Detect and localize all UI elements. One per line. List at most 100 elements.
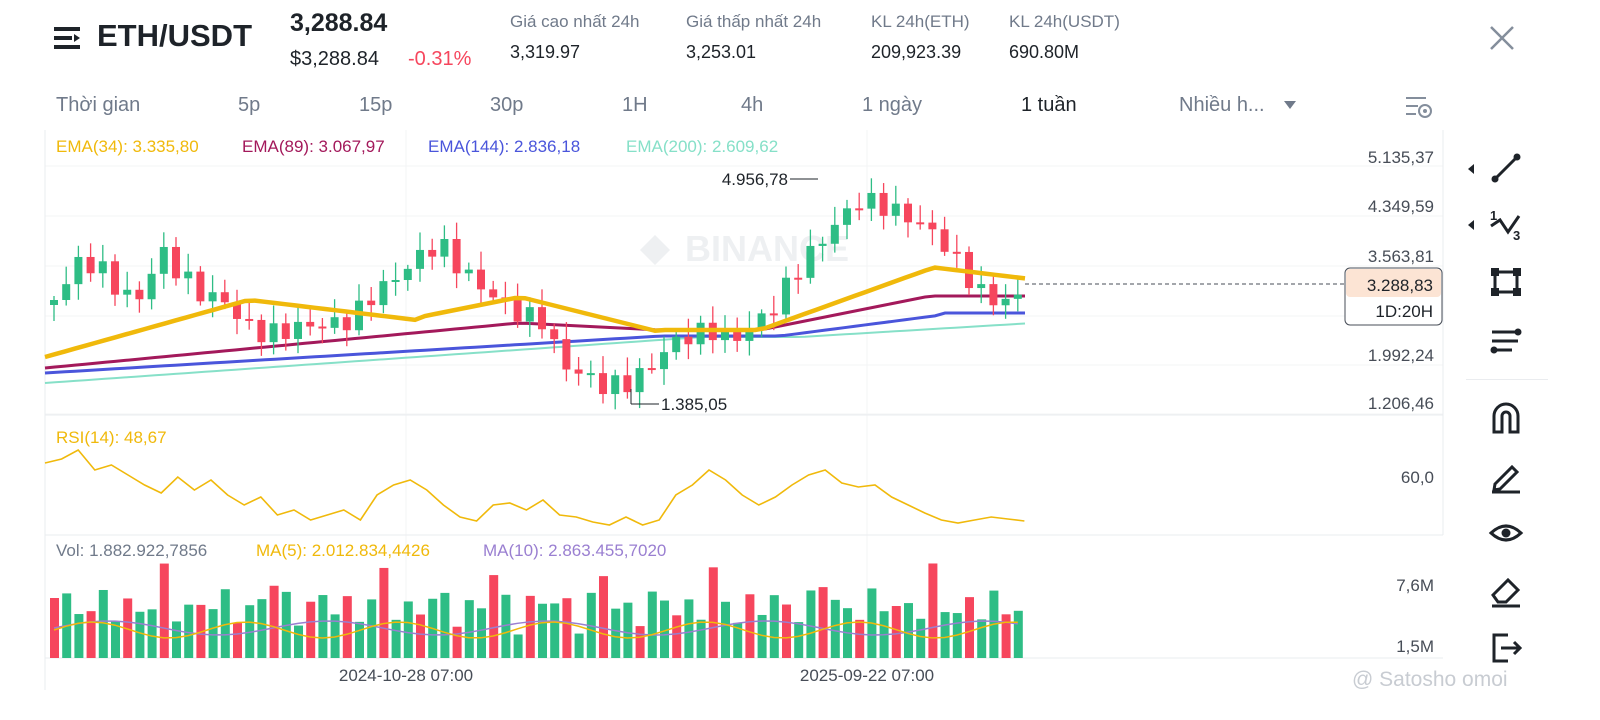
volume-bar <box>342 596 352 658</box>
dropdown-caret-icon[interactable] <box>1282 99 1298 111</box>
chart-area[interactable]: BINANCE EMA(34): 3.335,80 EMA(89): 3.067… <box>0 125 1460 715</box>
tab-1d[interactable]: 1 ngày <box>862 94 923 116</box>
volume-bar <box>757 614 767 658</box>
volume-bar <box>159 563 169 658</box>
volume-bar <box>708 567 718 658</box>
price-axis-label: 3.563,81 <box>1368 247 1434 266</box>
volume-bar <box>86 611 96 658</box>
candle-body <box>794 277 803 280</box>
legend-ema144: EMA(144): 2.836,18 <box>428 137 580 156</box>
candle-body <box>550 329 559 340</box>
binance-logo-icon <box>640 235 670 265</box>
candle-body <box>257 319 266 343</box>
candle-body <box>855 208 864 211</box>
pair-title[interactable]: ETH/USDT <box>97 18 252 53</box>
volume-bar <box>501 594 511 658</box>
volume-bar <box>147 609 157 658</box>
fibonacci-icon[interactable]: 1 3 <box>1488 206 1524 242</box>
candle-body <box>111 261 119 295</box>
volume-bar <box>635 626 645 658</box>
candle-body <box>464 269 473 274</box>
expand-arrow-icon[interactable] <box>1467 219 1475 231</box>
volume-axis-label: 1,5M <box>1396 637 1434 656</box>
volume-bar <box>74 614 84 658</box>
volume-bar <box>440 592 450 658</box>
ma5-line <box>53 621 1018 639</box>
volume-ma10-label: MA(10): 2.863.455,7020 <box>483 541 666 560</box>
tab-1h[interactable]: 1H <box>622 94 648 116</box>
tab-more[interactable]: Nhiều h... <box>1179 94 1265 116</box>
tab-5m[interactable]: 5p <box>238 94 261 116</box>
low-price-annotation: 1.385,05 <box>661 395 727 414</box>
candle-body <box>172 246 180 279</box>
eraser-icon[interactable] <box>1488 573 1524 609</box>
trendline-icon[interactable] <box>1488 150 1524 186</box>
time-axis-label: 2024-10-28 07:00 <box>339 666 473 685</box>
candle-body <box>379 281 388 306</box>
candle-body <box>830 224 839 244</box>
candle-body <box>891 203 900 216</box>
tab-1w[interactable]: 1 tuần <box>1021 94 1077 116</box>
candle-body <box>440 239 449 257</box>
legend-ema200: EMA(200): 2.609,62 <box>626 137 778 156</box>
candle-body <box>403 268 412 281</box>
close-icon[interactable] <box>1488 24 1516 52</box>
volume-label: Vol: 1.882.922,7856 <box>56 541 207 560</box>
tab-4h[interactable]: 4h <box>741 94 764 116</box>
parallel-lines-icon[interactable] <box>1488 322 1524 358</box>
volume-bar <box>550 603 560 658</box>
candle-body <box>684 336 693 345</box>
pencil-icon[interactable] <box>1488 458 1524 494</box>
volume-bar <box>965 597 974 658</box>
candle-body <box>867 192 876 209</box>
volume-bar <box>684 599 694 658</box>
candle-body <box>196 271 205 302</box>
volume-bar <box>660 600 669 658</box>
candle-body <box>513 298 522 322</box>
volume-bar <box>599 576 608 658</box>
candle-body <box>1001 298 1010 306</box>
exit-icon[interactable] <box>1488 630 1524 666</box>
chart-settings-icon[interactable] <box>1404 94 1434 122</box>
tab-time[interactable]: Thời gian <box>56 94 141 116</box>
expand-arrow-icon[interactable] <box>1467 163 1475 175</box>
tab-15m[interactable]: 15p <box>359 94 393 116</box>
rsi-axis-label: 60,0 <box>1401 468 1434 487</box>
volume-bar <box>538 603 547 658</box>
candle-body <box>1013 294 1022 299</box>
ema200-line <box>44 322 1026 384</box>
rectangle-icon[interactable] <box>1488 264 1524 300</box>
volume-bar <box>489 575 499 658</box>
candle-body <box>147 273 156 300</box>
toolbar-divider <box>1466 379 1548 380</box>
volume-bar <box>111 621 120 658</box>
stat-label-24h-vol-usdt: KL 24h(USDT) <box>1009 12 1120 31</box>
stat-value-24h-low: 3,253.01 <box>686 42 757 62</box>
candle-body <box>50 300 58 305</box>
volume-bar <box>452 626 462 658</box>
volume-bar <box>672 615 682 658</box>
candle-body <box>696 322 705 345</box>
ma10-line <box>53 620 1018 636</box>
candle-body <box>135 289 144 300</box>
candle-body <box>745 328 754 341</box>
volume-axis-label: 7,6M <box>1396 576 1434 595</box>
volume-bar <box>379 567 389 658</box>
candle-body <box>220 292 229 303</box>
candle-body <box>721 328 729 341</box>
eye-icon[interactable] <box>1488 515 1524 551</box>
candle-body <box>269 323 278 343</box>
legend-ema34: EMA(34): 3.335,80 <box>56 137 199 156</box>
candle-body <box>391 280 400 283</box>
last-price: 3,288.84 <box>290 9 388 37</box>
candle-body <box>538 307 546 330</box>
candle-body <box>647 368 656 371</box>
tab-30m[interactable]: 30p <box>490 94 524 116</box>
candle-body <box>586 373 595 376</box>
candle-body <box>98 261 107 274</box>
menu-icon[interactable] <box>52 22 84 54</box>
volume-bar <box>294 625 303 658</box>
magnet-icon[interactable] <box>1488 400 1524 436</box>
candle-body <box>245 318 254 321</box>
price-change-percent: -0.31% <box>408 48 472 70</box>
